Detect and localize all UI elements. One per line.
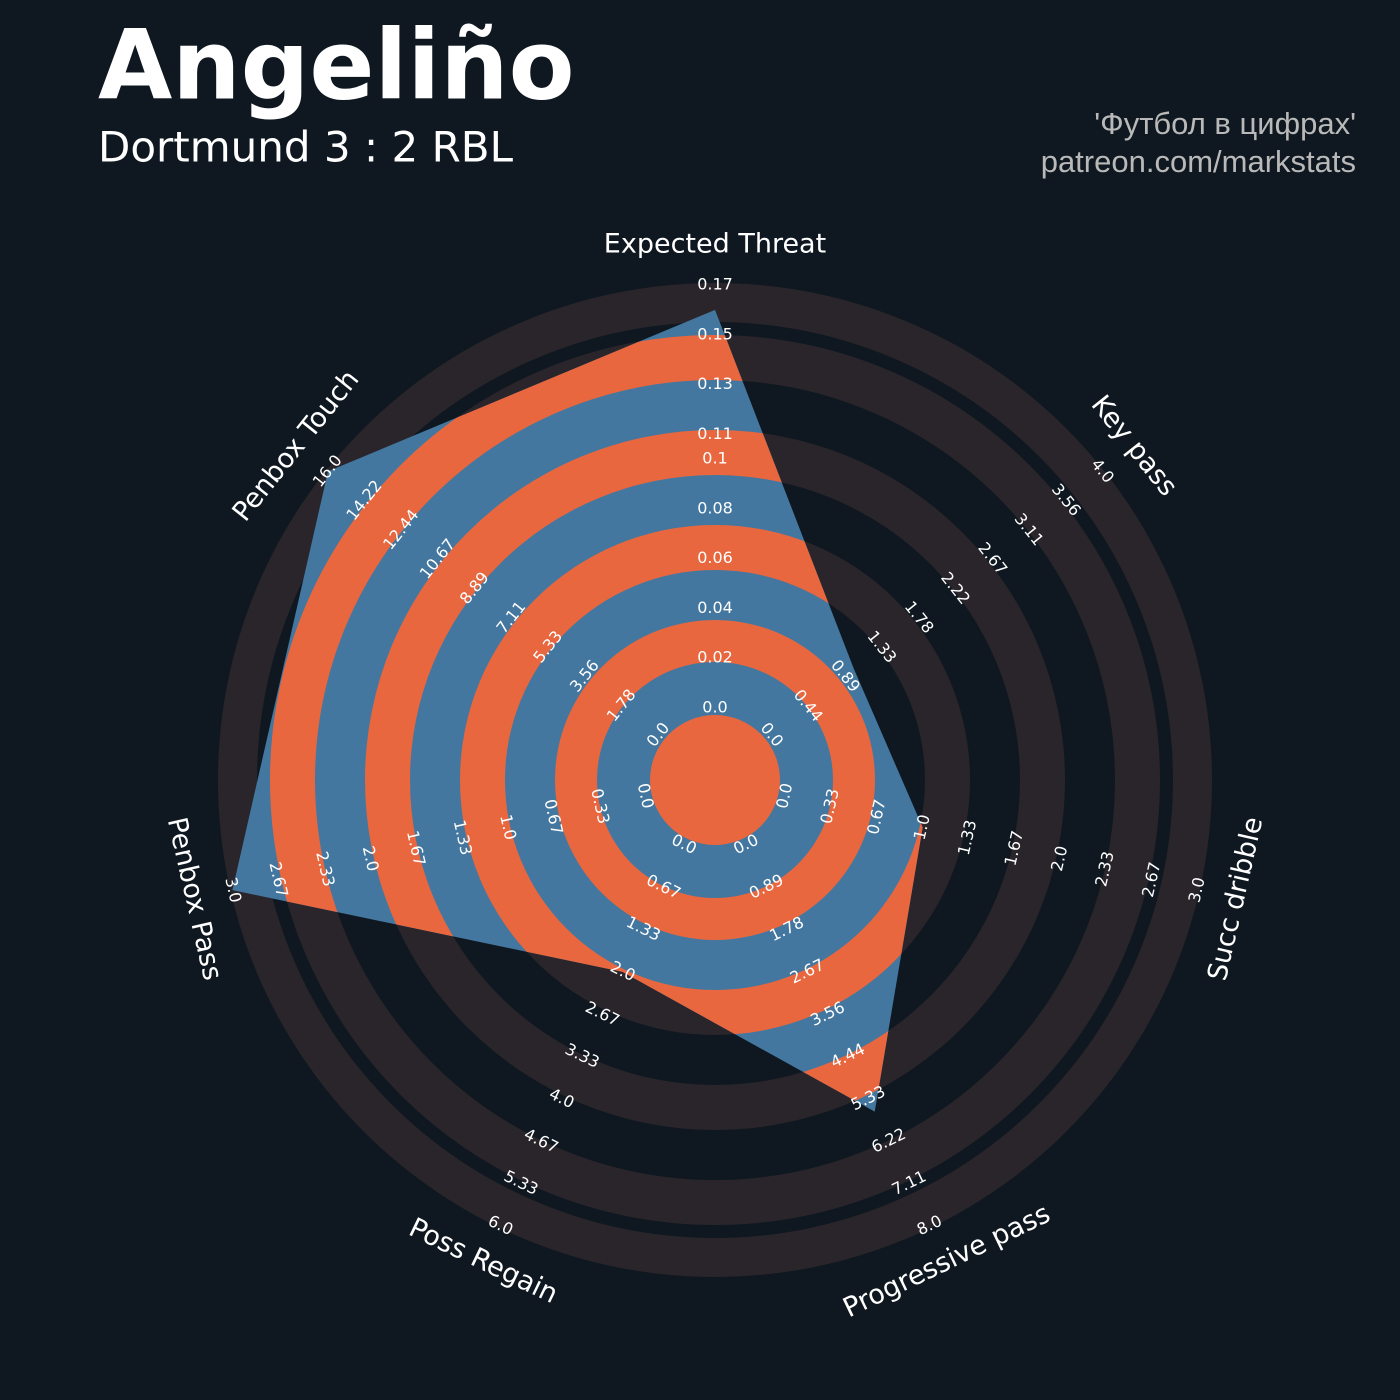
axis-label: Expected Threat [604,229,826,260]
chart-subtitle: Dortmund 3 : 2 RBL [98,123,514,172]
tick-label: 0.15 [697,324,733,343]
ring [650,715,780,845]
tick-label: 0.06 [697,548,733,567]
tick-label: 0.17 [697,275,733,294]
chart-title: Angeliño [98,9,575,121]
credit: patreon.com/markstats [1041,144,1356,179]
tick-label: 0.04 [697,598,733,617]
tick-label: 0.13 [697,374,733,393]
ring-overlay [270,335,923,1112]
tick-label: 0.02 [697,648,733,667]
credit: 'Футбол в цифрах' [1094,106,1356,141]
tick-label: 0.0 [702,698,727,717]
tick-label: 0.08 [697,498,733,517]
tick-label: 0.11 [697,424,733,443]
tick-label: 0.1 [702,449,727,468]
